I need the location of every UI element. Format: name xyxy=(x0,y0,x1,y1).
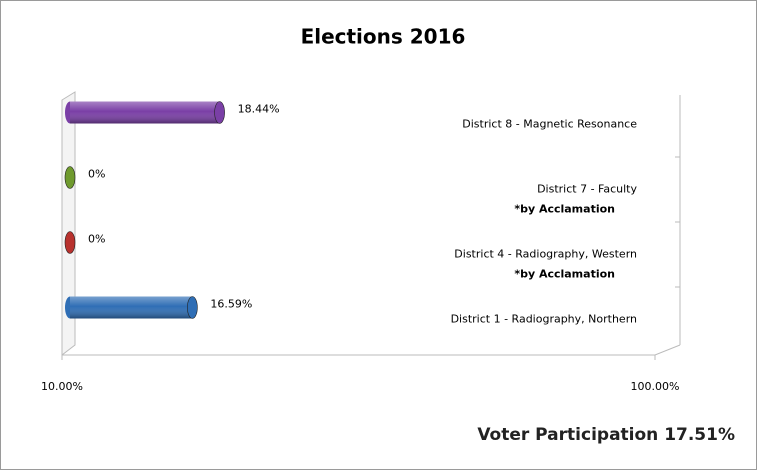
footer: Voter Participation 17.51% xyxy=(477,425,735,445)
bar xyxy=(65,296,198,319)
value-label: 16.59% xyxy=(210,298,252,311)
bar-part xyxy=(214,101,225,124)
left-wall xyxy=(61,91,76,357)
value-label: 0% xyxy=(88,168,105,181)
category-label: District 1 - Radiography, Northern xyxy=(451,313,637,326)
annotation: *by Acclamation xyxy=(514,268,615,281)
chart-title: Elections 2016 xyxy=(301,25,466,49)
bar-part xyxy=(187,296,198,319)
bar-part xyxy=(64,166,76,189)
annotation: *by Acclamation xyxy=(514,203,615,216)
bar xyxy=(64,231,76,254)
bar-part xyxy=(64,231,76,254)
x-tick-label: 100.00% xyxy=(631,380,680,393)
bar xyxy=(64,166,76,189)
category-label: District 7 - Faculty xyxy=(537,183,637,196)
category-label: District 8 - Magnetic Resonance xyxy=(462,118,637,131)
bar-part xyxy=(70,296,193,319)
value-label: 18.44% xyxy=(238,103,280,116)
value-label: 0% xyxy=(88,233,105,246)
bar-part xyxy=(70,101,220,124)
category-label: District 4 - Radiography, Western xyxy=(454,248,637,261)
x-tick-label: 10.00% xyxy=(41,380,83,393)
bar xyxy=(65,101,225,124)
